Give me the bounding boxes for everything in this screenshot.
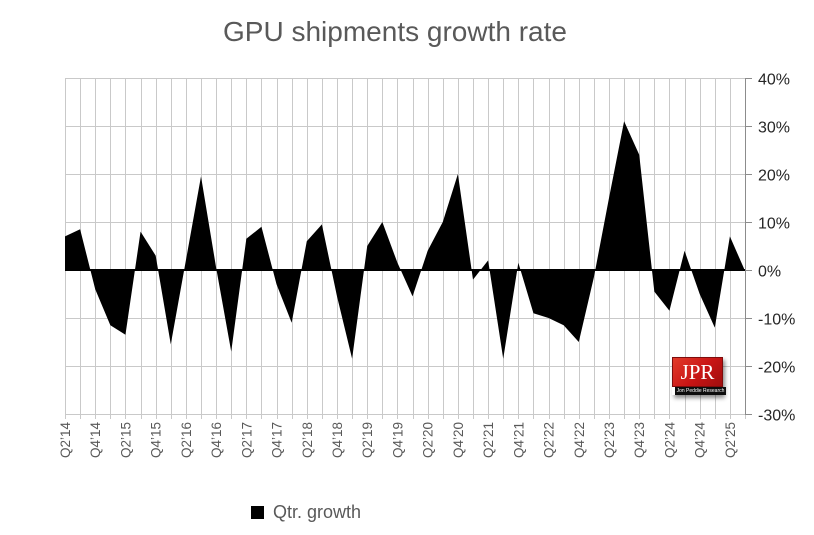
x-axis-tick-label: Q4’16 (209, 422, 224, 458)
y-axis-tick-label: -10% (758, 312, 795, 329)
legend: Qtr. growth (251, 502, 361, 523)
x-axis-labels: Q2’14 Q4’14 Q2’15 Q4’15 Q2’16 Q4’16 Q2’17 Q4’17… (58, 422, 738, 459)
x-axis-tick-label: Q2’24 (662, 422, 677, 459)
x-axis-tick-label: Q2’16 (179, 422, 194, 458)
x-axis-tick-label: Q2’14 (58, 422, 73, 459)
x-axis-tick-label: Q4’22 (572, 422, 587, 458)
x-axis-tick-label: Q4’23 (632, 422, 647, 458)
x-axis-tick-label: Q4’18 (330, 422, 345, 458)
x-axis-tick-label: Q2’20 (421, 422, 436, 458)
x-axis-tick-label: Q2’21 (481, 422, 496, 458)
x-axis-tick-label: Q4’14 (88, 422, 103, 459)
legend-label: Qtr. growth (273, 502, 362, 522)
jpr-logo-subtext-bar: Jon Peddie Research (675, 387, 726, 395)
y-axis-tick-label: 20% (758, 168, 790, 185)
jpr-logo-box: JPR (672, 357, 723, 387)
y-axis-tick-label: 30% (758, 120, 790, 137)
jpr-logo-text: JPR (680, 359, 715, 384)
x-axis-tick-label: Q2’25 (723, 422, 738, 458)
jpr-logo: JPR Jon Peddie Research (672, 357, 726, 395)
x-axis-tick-label: Q2’17 (239, 422, 254, 458)
y-axis-labels: 40% 30% 20% 10% 0% -10% -20% -30% (758, 72, 795, 425)
y-axis-tick-label: -20% (758, 360, 795, 377)
y-axis-tick-label: 10% (758, 216, 790, 233)
x-axis-tick-label: Q2’22 (542, 422, 557, 458)
chart-title: GPU shipments growth rate (223, 16, 567, 47)
y-axis-tick-label: 0% (758, 264, 781, 281)
x-axis-tick-label: Q2’15 (118, 422, 133, 458)
x-axis-tick-label: Q2’23 (602, 422, 617, 458)
x-axis-tick-label: Q4’17 (270, 422, 285, 458)
legend-marker-square (251, 506, 264, 519)
x-axis-tick-label: Q4’24 (693, 422, 708, 459)
x-axis-tick-label: Q4’20 (451, 422, 466, 458)
x-axis-tick-label: Q4’15 (149, 422, 164, 458)
x-axis-tick-label: Q2’19 (360, 422, 375, 458)
jpr-logo-subtext: Jon Peddie Research (676, 387, 725, 394)
y-axis-tick-label: -30% (758, 408, 795, 425)
y-axis-ticks (745, 78, 752, 415)
area-series-qtr-growth (65, 121, 744, 359)
x-axis-tick-label: Q4’21 (511, 422, 526, 458)
x-axis-tick-label: Q2’18 (300, 422, 315, 458)
x-axis-tick-label: Q4’19 (390, 422, 405, 458)
y-axis-tick-label: 40% (758, 72, 790, 89)
